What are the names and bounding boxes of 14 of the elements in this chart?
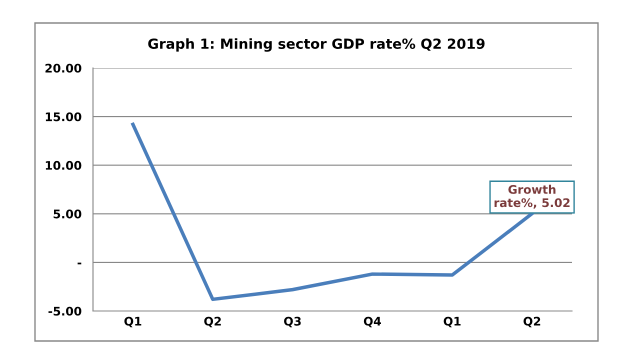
y-tick-label: 20.00 xyxy=(45,64,82,73)
data-label: Growth rate%, 5.02 xyxy=(494,184,570,209)
x-tick-label: Q4 xyxy=(364,316,381,328)
y-tick-label: -5.00 xyxy=(48,306,82,316)
y-tick-label: 15.00 xyxy=(46,112,82,122)
x-tick-label: Q1 xyxy=(124,316,142,328)
chart-title: Graph 1: Mining sector GDP rate% Q2 2019 xyxy=(148,38,485,52)
y-tick-label: 5.00 xyxy=(54,210,82,218)
x-tick-label: Q1 xyxy=(444,316,461,328)
y-tick-label: 10.00 xyxy=(46,160,82,170)
x-tick-label: Q2 xyxy=(524,316,540,328)
x-tick-label: Q3 xyxy=(284,316,301,328)
y-tick-label: - xyxy=(78,262,82,264)
x-tick-label: Q2 xyxy=(204,316,221,328)
